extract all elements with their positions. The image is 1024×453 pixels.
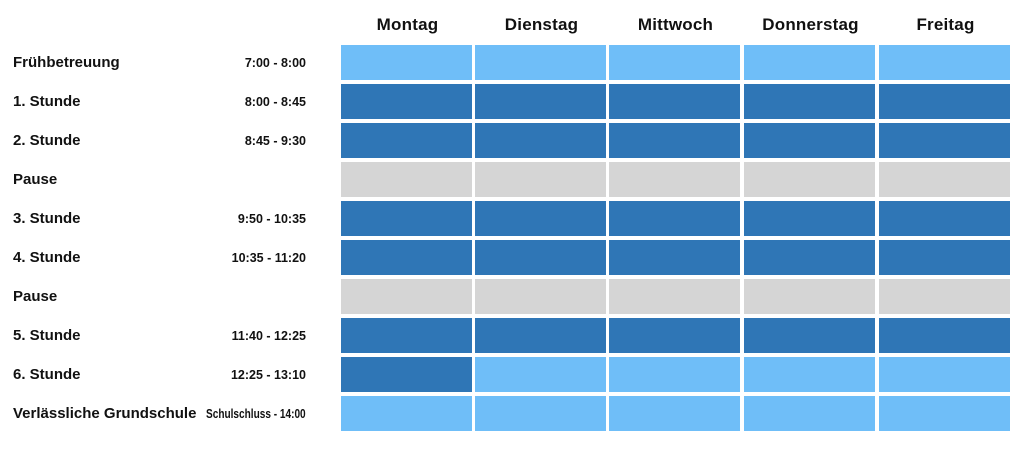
row-time: 9:50 - 10:35: [237, 212, 306, 226]
day-header-1: Dienstag: [504, 15, 579, 34]
day-header-0: Montag: [376, 15, 439, 34]
timetable-cell: [609, 396, 740, 431]
timetable-cell: [341, 201, 472, 236]
timetable-cell: [475, 162, 606, 197]
timetable-cell: [475, 318, 606, 353]
timetable-cell: [744, 123, 875, 158]
timetable-cell: [475, 84, 606, 119]
timetable-cell: [744, 240, 875, 275]
timetable-cell: [879, 396, 1010, 431]
timetable-cell: [744, 318, 875, 353]
timetable-cell: [879, 357, 1010, 392]
timetable-cell: [341, 240, 472, 275]
timetable-cell: [879, 279, 1010, 314]
row-time: 12:25 - 13:10: [230, 368, 306, 382]
timetable-cell: [341, 318, 472, 353]
row-label: 6. Stunde: [13, 366, 81, 383]
timetable-cell: [609, 45, 740, 80]
row-time: 11:40 - 12:25: [231, 329, 306, 343]
timetable-cell: [475, 279, 606, 314]
day-header-3: Donnerstag: [762, 15, 859, 34]
timetable-cell: [475, 45, 606, 80]
timetable-cell: [744, 45, 875, 80]
timetable-cell: [744, 396, 875, 431]
timetable-cell: [609, 123, 740, 158]
row-label: 2. Stunde: [13, 132, 81, 149]
row-label: Pause: [13, 288, 58, 305]
timetable-cell: [879, 318, 1010, 353]
timetable-cell: [744, 279, 875, 314]
timetable-cell: [879, 45, 1010, 80]
row-label: Pause: [13, 171, 58, 188]
timetable-cell: [744, 84, 875, 119]
row-time: 7:00 - 8:00: [244, 56, 306, 70]
timetable-cell: [475, 240, 606, 275]
row-time: 8:45 - 9:30: [244, 134, 306, 148]
timetable-cell: [475, 396, 606, 431]
timetable-cell: [879, 123, 1010, 158]
timetable-cell: [475, 201, 606, 236]
timetable-cell: [475, 123, 606, 158]
timetable-cell: [609, 84, 740, 119]
timetable-cell: [341, 162, 472, 197]
timetable-cell: [341, 84, 472, 119]
timetable-cell: [609, 201, 740, 236]
timetable-cell: [609, 240, 740, 275]
timetable-cell: [341, 123, 472, 158]
timetable-cell: [341, 357, 472, 392]
timetable-cell: [744, 201, 875, 236]
timetable-cell: [879, 84, 1010, 119]
row-label: Frühbetreuung: [13, 54, 120, 71]
row-label: 1. Stunde: [13, 93, 81, 110]
timetable-cell: [341, 396, 472, 431]
timetable-cell: [879, 162, 1010, 197]
timetable-cell: [744, 357, 875, 392]
row-time: Schulschluss - 14:00: [206, 407, 306, 421]
row-label: Verlässliche Grundschule: [13, 405, 197, 422]
timetable-cell: [609, 162, 740, 197]
timetable-cell: [341, 45, 472, 80]
timetable-cell: [879, 201, 1010, 236]
row-label: 5. Stunde: [13, 327, 81, 344]
timetable-cell: [609, 357, 740, 392]
row-time: 10:35 - 11:20: [231, 251, 306, 265]
day-header-2: Mittwoch: [637, 15, 714, 34]
row-label: 3. Stunde: [13, 210, 81, 227]
timetable-cell: [744, 162, 875, 197]
timetable-cell: [475, 357, 606, 392]
day-header-4: Freitag: [916, 15, 975, 34]
row-time: 8:00 - 8:45: [244, 95, 306, 109]
timetable-cell: [879, 240, 1010, 275]
timetable-cell: [609, 279, 740, 314]
row-label: 4. Stunde: [13, 249, 81, 266]
timetable-cell: [609, 318, 740, 353]
timetable-cell: [341, 279, 472, 314]
